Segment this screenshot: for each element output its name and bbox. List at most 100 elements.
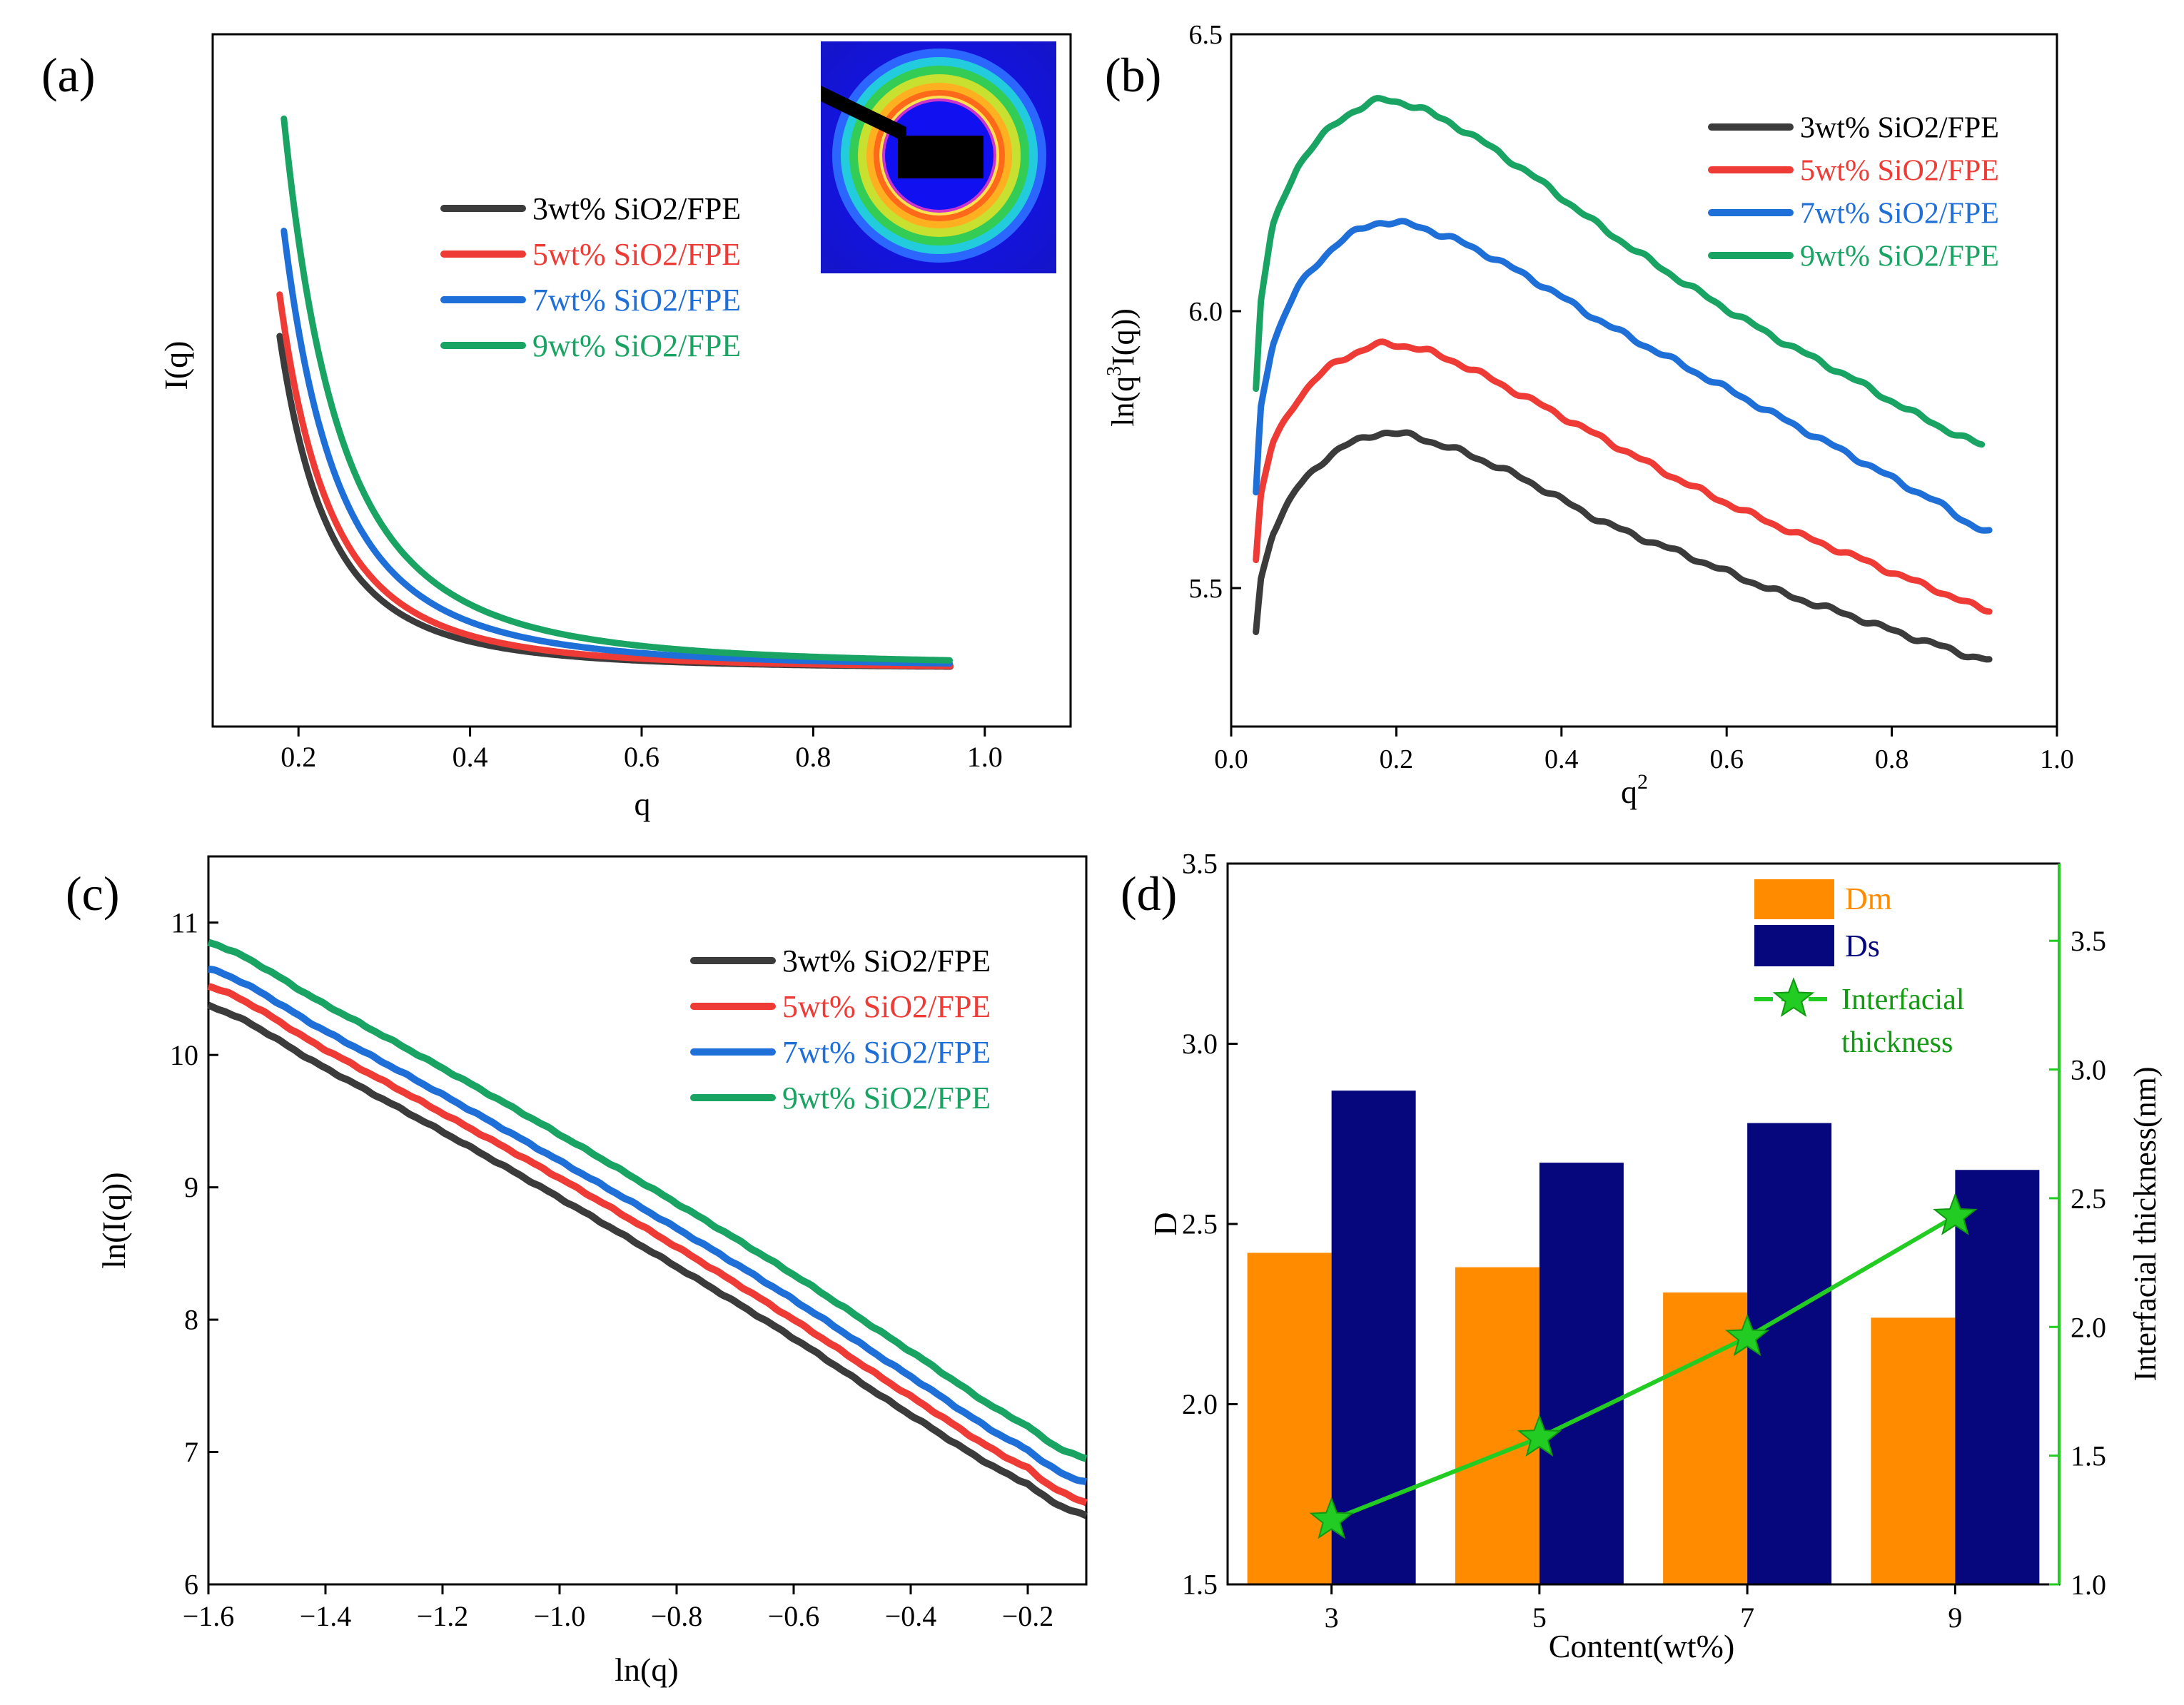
panel-c-legend-label: 5wt% SiO2/FPE xyxy=(782,989,991,1024)
panel-c-y-label: ln(I(q)) xyxy=(96,1172,132,1268)
panel-a-x-tick-label: 0.2 xyxy=(280,741,316,773)
panel-b: (b) 0.0 0.2 0.4 0.6 0.8 1.0 5.5 6.0 6.5 q2 ln(q… xyxy=(1103,20,2074,810)
panel-b-legend-label: 5wt% SiO2/FPE xyxy=(1800,154,1999,187)
panel-b-label: (b) xyxy=(1105,48,1161,102)
panel-b-x-label-sup: 2 xyxy=(1637,770,1648,794)
panel-b-legend: 3wt% SiO2/FPE 5wt% SiO2/FPE 7wt% SiO2/FPE 9… xyxy=(1708,111,1999,273)
panel-c-x-tick-label: −1.2 xyxy=(417,1600,469,1632)
panel-d-x-label: Content(wt%) xyxy=(1549,1628,1735,1664)
panel-d-legend-label-thickness: Interfacial xyxy=(1841,983,1965,1016)
panel-b-legend-label: 9wt% SiO2/FPE xyxy=(1800,240,1999,273)
panel-b-x-label: q2 xyxy=(1621,770,1648,810)
panel-a-series-line xyxy=(280,115,953,664)
panel-c-series-line xyxy=(207,983,1088,1507)
panel-d-thickness-star xyxy=(1309,1496,1354,1539)
panel-b-x-label-base: q xyxy=(1621,774,1637,810)
panel-a-y-label: I(q) xyxy=(158,341,194,390)
panel-c-x-tick-label: −1.6 xyxy=(183,1600,235,1632)
panel-c-legend-label: 7wt% SiO2/FPE xyxy=(782,1035,991,1070)
panel-d-thickness-polyline xyxy=(1330,1214,1956,1522)
panel-a-legend: 3wt% SiO2/FPE 5wt% SiO2/FPE 7wt% SiO2/FPE 9… xyxy=(440,191,741,363)
panel-a-x-tick-label: 0.6 xyxy=(624,741,659,773)
panel-c-y-tick-label: 9 xyxy=(184,1171,198,1203)
panel-a-x-tick-label: 0.8 xyxy=(795,741,831,773)
panel-d-bar-dm xyxy=(1663,1292,1748,1584)
panel-c-axes-frame xyxy=(207,855,1088,1586)
panel-b-x-tick-label: 0.4 xyxy=(1545,744,1579,774)
panel-c-series-line xyxy=(208,965,1087,1486)
panel-c-y-ticks: 6 7 8 9 10 11 xyxy=(170,906,218,1601)
panel-c-series-group xyxy=(207,938,1088,1519)
panel-d-right-y-tick-label: 1.0 xyxy=(2071,1569,2106,1601)
panel-c-x-tick-label: −0.8 xyxy=(651,1600,703,1632)
panel-b-y-label-sup: 3 xyxy=(1103,366,1126,376)
panel-d-bar-dm xyxy=(1247,1253,1332,1584)
panel-d-x-tick-label: 9 xyxy=(1948,1602,1962,1634)
panel-d-bar-ds xyxy=(1955,1170,2040,1584)
panel-d-legend-label-ds: Ds xyxy=(1845,929,1880,963)
panel-a-x-tick-label: 0.4 xyxy=(453,741,488,773)
panel-b-y-label: ln(q3I(q)) xyxy=(1103,308,1141,427)
panel-b-series-line xyxy=(1253,338,1993,615)
panel-c-x-tick-label: −0.4 xyxy=(885,1600,937,1632)
panel-a-x-ticks: 0.2 0.4 0.6 0.8 1.0 xyxy=(280,727,1003,773)
panel-a-series-line xyxy=(276,333,954,670)
panel-a-legend-label: 5wt% SiO2/FPE xyxy=(532,237,741,272)
panel-c-y-tick-label: 10 xyxy=(170,1039,198,1071)
panel-c-y-tick-label: 7 xyxy=(184,1436,198,1468)
panel-c-y-tick-label: 8 xyxy=(184,1304,198,1336)
panel-b-x-tick-label: 0.8 xyxy=(1875,744,1909,774)
panel-d-bar-ds xyxy=(1747,1123,1832,1584)
panel-c-x-ticks: −1.6 −1.4 −1.2 −1.0 −0.8 −0.6 −0.4 −0.2 xyxy=(183,1584,1053,1632)
panel-d-bar-ds xyxy=(1539,1163,1624,1584)
panel-c-x-tick-label: −1.0 xyxy=(534,1600,586,1632)
panel-a: (a) 0.2 0.4 0.6 0.8 1.0 q I(q) xyxy=(41,33,1072,822)
panel-d-legend-star xyxy=(1772,977,1815,1018)
panel-d-bar-dm xyxy=(1455,1267,1540,1584)
panel-b-x-tick-label: 1.0 xyxy=(2040,744,2074,774)
panel-d-x-tick-label: 3 xyxy=(1325,1602,1339,1634)
panel-c-y-tick-label: 11 xyxy=(171,906,198,938)
panel-d-right-y-label: Interfacial thickness(nm) xyxy=(2128,1066,2163,1381)
panel-d-y-tick-label: 2.5 xyxy=(1182,1208,1218,1240)
panel-d-legend-swatch-ds xyxy=(1754,925,1834,966)
panel-d-right-y-tick-label: 2.0 xyxy=(2071,1311,2106,1343)
panel-a-legend-label: 3wt% SiO2/FPE xyxy=(532,191,741,226)
panel-a-x-label: q xyxy=(635,786,651,822)
panel-d-legend-label-thickness-2: thickness xyxy=(1841,1026,1953,1059)
panel-b-y-ticks: 5.5 6.0 6.5 xyxy=(1189,20,1241,604)
panel-a-legend-label: 7wt% SiO2/FPE xyxy=(532,283,741,318)
panel-a-series-group xyxy=(276,115,954,670)
panel-d-right-y-tick-label: 3.5 xyxy=(2071,925,2106,957)
panel-a-legend-label: 9wt% SiO2/FPE xyxy=(532,328,741,363)
panel-c-series-line xyxy=(207,1001,1088,1519)
panel-d-y-tick-label: 2.0 xyxy=(1182,1388,1218,1420)
panel-c-legend-label: 3wt% SiO2/FPE xyxy=(782,943,991,978)
panel-d-thickness-star xyxy=(1933,1193,1978,1235)
panel-b-y-tick-label: 5.5 xyxy=(1189,574,1223,604)
panel-d-thickness-star xyxy=(1724,1313,1770,1357)
panel-b-axes-frame xyxy=(1230,33,2058,728)
panel-c-legend-label: 9wt% SiO2/FPE xyxy=(782,1081,991,1115)
panel-d-y-tick-label: 3.5 xyxy=(1182,848,1218,880)
panel-a-series-line xyxy=(280,228,953,667)
saxs-inset-image xyxy=(821,41,1056,273)
panel-d-right-y-tick-label: 3.0 xyxy=(2071,1054,2106,1086)
panel-d-y-ticks: 1.5 2.0 2.5 3.0 3.5 xyxy=(1182,848,1238,1601)
panel-b-series-line xyxy=(1253,218,1993,534)
panel-d-x-tick-label: 5 xyxy=(1532,1602,1547,1634)
panel-d-right-y-tick-label: 1.5 xyxy=(2071,1440,2106,1472)
panel-c-x-label: ln(q) xyxy=(615,1651,678,1688)
panel-d-thickness-line xyxy=(1309,1193,1978,1539)
panel-d-right-y-tick-label: 2.5 xyxy=(2071,1183,2106,1215)
panel-d-bar-ds xyxy=(1331,1091,1416,1584)
panel-b-y-tick-label: 6.5 xyxy=(1189,20,1223,50)
panel-b-y-tick-label: 6.0 xyxy=(1189,297,1223,327)
panel-c-series-line xyxy=(207,938,1088,1462)
panel-b-legend-label: 7wt% SiO2/FPE xyxy=(1800,197,1999,230)
panel-d-legend-swatch-dm xyxy=(1754,879,1834,919)
panel-b-legend-label: 3wt% SiO2/FPE xyxy=(1800,111,1999,144)
panel-c-x-tick-label: −1.4 xyxy=(300,1600,352,1632)
panel-b-x-tick-label: 0.0 xyxy=(1214,744,1248,774)
